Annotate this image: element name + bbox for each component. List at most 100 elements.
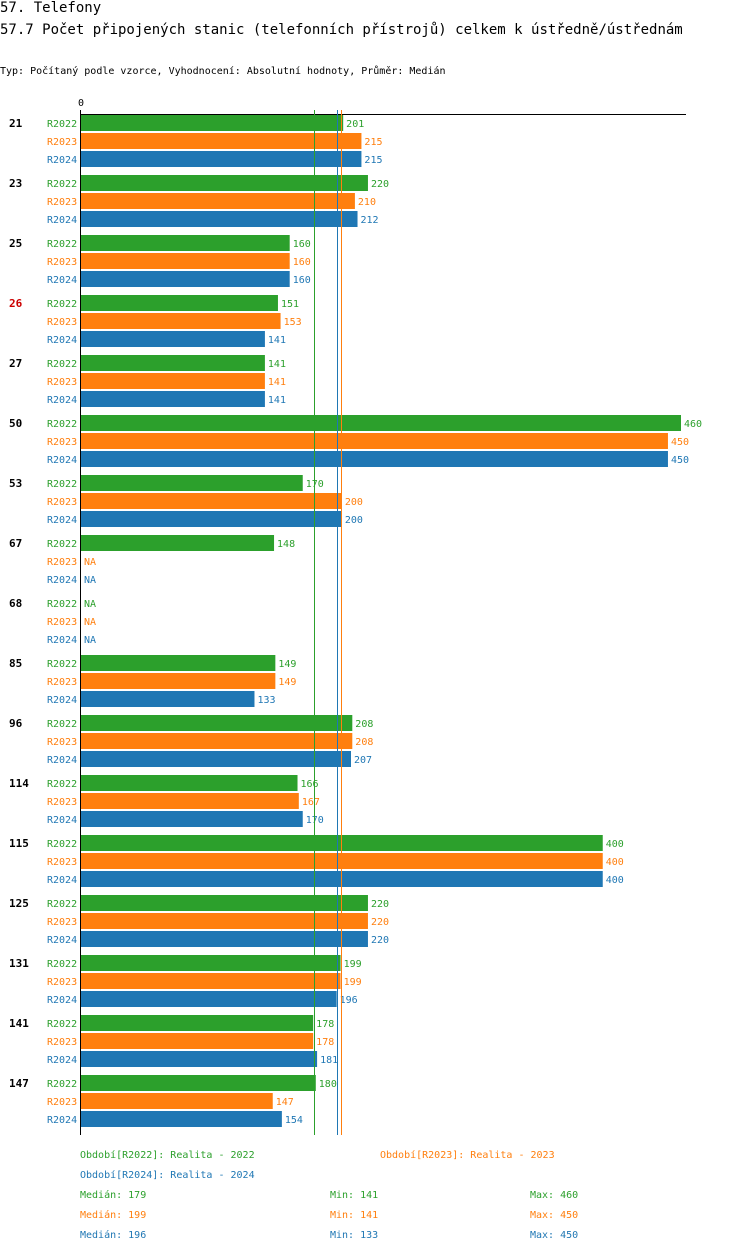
category-label: 50 xyxy=(9,417,22,430)
category-label: 26 xyxy=(9,297,23,310)
data-label: 196 xyxy=(340,995,358,1006)
bar xyxy=(81,175,368,191)
data-label: 400 xyxy=(606,839,624,850)
bar xyxy=(81,115,344,131)
series-row-label: R2022 xyxy=(47,1079,77,1090)
bar xyxy=(81,295,278,311)
data-label: 201 xyxy=(346,119,364,130)
x-tick-label-zero: 0 xyxy=(78,98,84,109)
series-row-label: R2022 xyxy=(47,599,77,610)
data-label: 151 xyxy=(281,299,299,310)
series-row-label: R2023 xyxy=(47,137,77,148)
category-label: 125 xyxy=(9,897,29,910)
data-label: 200 xyxy=(345,497,363,508)
series-row-label: R2024 xyxy=(47,1115,77,1126)
stat-min-r2023: Min: 141 xyxy=(330,1210,379,1221)
data-label: 147 xyxy=(276,1097,294,1108)
bar xyxy=(81,715,353,731)
bar xyxy=(81,493,342,509)
series-row-label: R2024 xyxy=(47,635,77,646)
data-label: 141 xyxy=(268,359,286,370)
series-row-label: R2022 xyxy=(47,239,77,250)
series-row-label: R2024 xyxy=(47,575,77,586)
series-row-label: R2022 xyxy=(47,479,77,490)
bar xyxy=(81,313,281,329)
series-row-label: R2023 xyxy=(47,377,77,388)
data-label: 160 xyxy=(293,275,311,286)
data-label: 141 xyxy=(268,377,286,388)
bar xyxy=(81,955,341,971)
category-label: 131 xyxy=(9,957,29,970)
data-label: 208 xyxy=(355,719,373,730)
bar xyxy=(81,331,265,347)
data-label: 215 xyxy=(364,155,382,166)
data-label: 199 xyxy=(344,977,362,988)
series-row-label: R2022 xyxy=(47,779,77,790)
series-row-label: R2022 xyxy=(47,899,77,910)
bar xyxy=(81,355,265,371)
series-row-label: R2023 xyxy=(47,557,77,568)
series-row-label: R2022 xyxy=(47,539,77,550)
stat-median-r2023: Medián: 199 xyxy=(80,1210,147,1221)
data-label: 180 xyxy=(319,1079,337,1090)
bar xyxy=(81,1033,314,1049)
bar xyxy=(81,133,362,149)
bar xyxy=(81,451,668,467)
category-label: 147 xyxy=(9,1077,29,1090)
series-row-label: R2022 xyxy=(47,719,77,730)
category-label: 85 xyxy=(9,657,22,670)
series-row-label: R2023 xyxy=(47,437,77,448)
bar-chart: 0 21 R2022 201 R2023 215 R2024 215 23 R2022 220 R20… xyxy=(9,98,702,1135)
bar xyxy=(81,1093,273,1109)
series-row-label: R2023 xyxy=(47,197,77,208)
na-label: NA xyxy=(84,617,96,628)
category-label: 23 xyxy=(9,177,22,190)
legend-period-r2022: Období[R2022]: Realita - 2022 xyxy=(80,1150,255,1161)
series-row-label: R2024 xyxy=(47,335,77,346)
category-label: 53 xyxy=(9,477,22,490)
series-row-label: R2022 xyxy=(47,359,77,370)
data-label: 208 xyxy=(355,737,373,748)
series-row-label: R2024 xyxy=(47,815,77,826)
series-row-label: R2022 xyxy=(47,419,77,430)
bar xyxy=(81,1111,282,1127)
series-row-label: R2024 xyxy=(47,995,77,1006)
series-row-label: R2023 xyxy=(47,737,77,748)
series-row-label: R2024 xyxy=(47,215,77,226)
data-label: 220 xyxy=(371,179,389,190)
bar xyxy=(81,235,290,251)
series-row-label: R2023 xyxy=(47,677,77,688)
stat-max-r2022: Max: 460 xyxy=(530,1190,579,1201)
stat-min-r2022: Min: 141 xyxy=(330,1190,379,1201)
category-label: 114 xyxy=(9,777,29,790)
data-label: 220 xyxy=(371,899,389,910)
category-label: 25 xyxy=(9,237,22,250)
data-label: 178 xyxy=(316,1037,334,1048)
data-label: 220 xyxy=(371,935,389,946)
stat-median-r2022: Medián: 179 xyxy=(80,1190,147,1201)
bar xyxy=(81,391,265,407)
bar xyxy=(81,931,368,947)
data-label: 133 xyxy=(257,695,275,706)
data-label: 149 xyxy=(278,659,296,670)
bar xyxy=(81,691,255,707)
category-label: 96 xyxy=(9,717,23,730)
na-label: NA xyxy=(84,599,96,610)
bar xyxy=(81,253,290,269)
series-row-label: R2023 xyxy=(47,497,77,508)
series-row-label: R2024 xyxy=(47,1055,77,1066)
na-label: NA xyxy=(84,575,96,586)
legend-period-r2023: Období[R2023]: Realita - 2023 xyxy=(380,1150,555,1161)
bar xyxy=(81,895,368,911)
series-row-label: R2024 xyxy=(47,455,77,466)
data-label: 400 xyxy=(606,857,624,868)
bar xyxy=(81,673,276,689)
data-label: 148 xyxy=(277,539,295,550)
bar xyxy=(81,1075,316,1091)
bar xyxy=(81,271,290,287)
series-row-label: R2024 xyxy=(47,755,77,766)
data-label: 450 xyxy=(671,437,689,448)
legend-period-r2024: Období[R2024]: Realita - 2024 xyxy=(80,1170,255,1181)
series-row-label: R2024 xyxy=(47,695,77,706)
bar xyxy=(81,535,275,551)
